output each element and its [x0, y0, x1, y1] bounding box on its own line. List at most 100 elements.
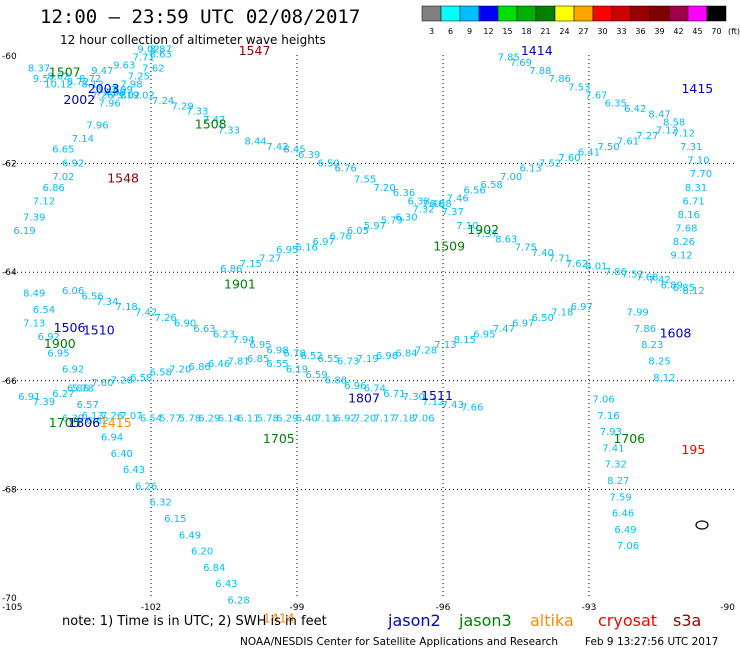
wave-height-value: 5.78	[72, 384, 94, 395]
legend-color-swatch	[573, 5, 594, 22]
pass-time-label: 1510	[83, 323, 115, 338]
wave-height-value: 7.46	[446, 194, 468, 205]
wave-height-value: 6.06	[62, 286, 84, 297]
legend-value-label: 6	[448, 27, 453, 36]
wave-height-value: 8.72	[67, 77, 89, 88]
wave-height-value: 6.74	[364, 384, 386, 395]
pass-time-label: 1705	[263, 431, 295, 446]
wave-height-value: 7.24	[152, 96, 174, 107]
wave-height-value: 7.86	[549, 74, 571, 85]
wave-height-value: 6.92	[62, 158, 84, 169]
lat-lon-grid	[5, 55, 735, 598]
wave-height-value: 6.90	[174, 319, 196, 330]
wave-height-value: 7.53	[568, 82, 590, 93]
wave-height-value: 8.72	[79, 74, 101, 85]
wave-height-value: 7.32	[605, 460, 627, 471]
wave-height-value: 7.13	[434, 340, 456, 351]
wave-height-value: 5.78	[257, 414, 279, 425]
wave-height-value: 7.47	[203, 115, 225, 126]
wave-height-value: 7.99	[627, 308, 649, 319]
wave-height-value: 9.02	[133, 90, 155, 101]
legend-units-label: (ft)	[728, 27, 740, 36]
satellite-name-jason2: jason2	[387, 611, 441, 630]
legend-value-label: 33	[616, 27, 626, 36]
wave-height-value: 6.54	[140, 414, 162, 425]
wave-height-value: 5.78	[179, 414, 201, 425]
wave-height-value: 7.88	[529, 66, 551, 77]
wave-height-value: 7.37	[476, 229, 498, 240]
wave-height-value: 7.68	[636, 272, 658, 283]
footer-credit: NOAA/NESDIS Center for Satellite Applica…	[240, 636, 558, 648]
wave-height-value: 7.12	[33, 196, 55, 207]
pass-time-label: 1509	[433, 238, 465, 253]
wave-height-value: 7.17	[373, 414, 395, 425]
wave-height-value: 7.19	[356, 354, 378, 365]
wave-height-value: 7.61	[617, 137, 639, 148]
wave-height-value: 7.27	[636, 131, 658, 142]
pass-time-label: 1548	[107, 171, 139, 186]
wave-height-value: 6.78	[283, 348, 305, 359]
wave-height-value: 7.12	[422, 397, 444, 408]
wave-height-value: 6.89	[661, 280, 683, 291]
wave-height-value: 7.06	[412, 414, 434, 425]
wave-height-value: 6.36	[393, 188, 415, 199]
legend-value-label: 36	[635, 27, 645, 36]
wave-height-value: 7.67	[585, 90, 607, 101]
wave-height-value: 7.02	[52, 172, 74, 183]
wave-height-value: 7.11	[315, 414, 337, 425]
wave-height-value: 7.31	[680, 142, 702, 153]
wave-height-value: 6.76	[330, 232, 352, 243]
wave-height-value: 8.12	[683, 286, 705, 297]
legend-value-label: 3	[429, 27, 434, 36]
wave-height-value: 7.42	[266, 142, 288, 153]
wave-height-value: 6.28	[227, 595, 249, 606]
wave-height-value: 6.54	[33, 305, 55, 316]
wave-height-value: 6.49	[179, 530, 201, 541]
y-tick-label: -62	[2, 160, 17, 170]
wave-height-value: 7.00	[500, 172, 522, 183]
wave-height-value: 7.71	[133, 52, 155, 63]
wave-height-value: 7.12	[673, 128, 695, 139]
pass-time-label: 1511	[421, 388, 453, 403]
wave-height-value: 6.19	[13, 226, 35, 237]
wave-height-value: 7.20	[354, 414, 376, 425]
wave-height-value: 7.13	[23, 319, 45, 330]
wave-height-value: 9.47	[91, 66, 113, 77]
wave-height-value: 8.12	[653, 373, 675, 384]
satellite-name-s3a: s3a	[673, 611, 701, 630]
wave-height-value: 6.35	[605, 99, 627, 110]
wave-height-value: 7.06	[592, 395, 614, 406]
y-tick-label: -66	[2, 377, 17, 387]
wave-height-value: 7.62	[96, 88, 118, 99]
y-tick-label: -70	[2, 594, 17, 604]
legend-color-swatch	[649, 5, 670, 22]
wave-height-value: 6.76	[335, 164, 357, 175]
wave-height-value: 6.96	[376, 351, 398, 362]
wave-height-value: 8.25	[648, 357, 670, 368]
wave-height-value: 7.26	[154, 313, 176, 324]
y-tick-label: -60	[2, 52, 17, 62]
wave-height-value: 8.47	[648, 109, 670, 120]
pass-time-label: 1414	[521, 43, 553, 58]
pass-time-label: 1414	[263, 610, 295, 625]
wave-height-value: 7.96	[99, 99, 121, 110]
wave-height-value: 7.55	[354, 175, 376, 186]
wave-height-value: 6.58	[150, 367, 172, 378]
island-outline-icon	[695, 520, 709, 530]
wave-height-value: 6.88	[429, 199, 451, 210]
wave-height-value: 7.52	[539, 158, 561, 169]
wave-height-value: 6.56	[81, 291, 103, 302]
x-tick-label: -102	[141, 603, 161, 613]
pass-time-label: 1547	[239, 43, 271, 58]
wave-height-value: 7.18	[116, 302, 138, 313]
wave-height-value: 8.58	[663, 118, 685, 129]
x-tick-label: -93	[582, 603, 597, 613]
legend-value-label: 12	[483, 27, 493, 36]
wave-height-value: 6.23	[213, 329, 235, 340]
legend-color-swatch	[459, 5, 480, 22]
wave-height-value: 7.46	[422, 199, 444, 210]
